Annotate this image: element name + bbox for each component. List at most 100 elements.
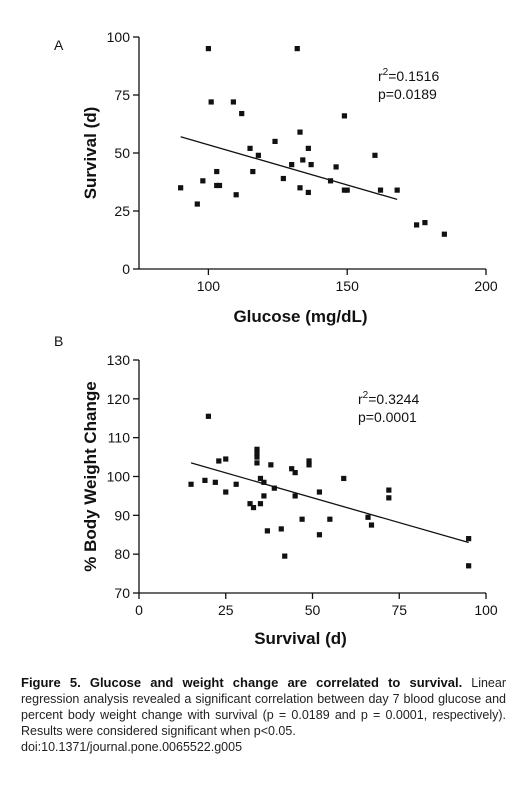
- panel-letter-b: B: [54, 333, 63, 349]
- data-point: [368, 522, 375, 528]
- r-squared-label: r2=0.3244: [358, 390, 419, 407]
- data-point: [200, 178, 206, 184]
- y-tick-label: 50: [114, 145, 130, 161]
- x-tick-label: 150: [336, 278, 360, 294]
- x-tick-label: 75: [391, 602, 407, 618]
- data-point: [264, 528, 270, 534]
- data-point: [257, 501, 264, 507]
- data-point: [365, 514, 371, 520]
- data-point: [305, 189, 311, 196]
- data-point: [233, 481, 239, 487]
- panel-a: A 0 25 50 75 100 100 150 200 Glucose (mg/dL) Survi…: [54, 29, 498, 326]
- y-tick-label: 110: [108, 430, 131, 446]
- regression-line: [180, 136, 398, 201]
- data-point: [394, 187, 400, 193]
- data-point: [441, 231, 447, 237]
- panel-letter-a: A: [54, 37, 64, 53]
- data-point: [316, 532, 323, 538]
- data-point: [268, 462, 274, 468]
- caption-doi: doi:10.1371/journal.pone.0065522.g005: [21, 740, 243, 754]
- data-point: [223, 489, 229, 495]
- data-point: [257, 475, 264, 482]
- data-point: [247, 501, 253, 507]
- data-point: [294, 46, 300, 52]
- data-point: [289, 162, 295, 168]
- data-point: [239, 110, 245, 117]
- data-point: [306, 458, 312, 464]
- data-point: [230, 99, 236, 105]
- y-tick-label: 90: [114, 507, 130, 523]
- data-point: [255, 152, 261, 158]
- data-point: [300, 157, 306, 163]
- y-tick-label: 80: [114, 546, 130, 562]
- data-point: [280, 175, 286, 182]
- data-point: [386, 495, 392, 501]
- data-point: [278, 526, 284, 532]
- x-tick-label: 25: [218, 602, 234, 618]
- data-point: [341, 475, 347, 482]
- data-point: [188, 481, 194, 487]
- panel-b: B 70 80 90 100 110 120 130 0 25 50 75 100 Survival (d…: [54, 333, 498, 648]
- data-point: [297, 185, 303, 191]
- data-point: [308, 162, 314, 168]
- data-point: [214, 182, 220, 189]
- data-point: [254, 450, 260, 456]
- data-point: [214, 168, 220, 175]
- data-point: [272, 138, 278, 144]
- data-point: [466, 536, 472, 542]
- data-point: [299, 516, 305, 522]
- x-tick-label: 50: [305, 602, 321, 618]
- data-point: [254, 446, 260, 452]
- x-axis-title: Glucose (mg/dL): [233, 307, 367, 326]
- p-value-label: p=0.0189: [378, 86, 437, 102]
- data-point: [341, 187, 348, 193]
- y-tick-label: 130: [107, 352, 131, 368]
- y-tick-label: 120: [107, 391, 131, 407]
- caption-body: Linear regression analysis revealed a si…: [21, 676, 506, 738]
- data-point: [216, 458, 222, 464]
- y-axis-title: Survival (d): [81, 107, 100, 200]
- x-tick-label: 200: [474, 278, 498, 294]
- data-point: [178, 185, 184, 191]
- data-point: [208, 99, 214, 105]
- figure-svg: A 0 25 50 75 100 100 150 200 Glucose (mg/dL) Survi…: [54, 29, 498, 648]
- data-point: [327, 178, 334, 184]
- p-value-label: p=0.0001: [358, 409, 417, 425]
- data-point: [466, 563, 472, 569]
- data-point: [306, 462, 312, 468]
- data-point: [212, 479, 218, 485]
- regression-line: [190, 462, 469, 544]
- data-point: [341, 113, 348, 119]
- data-point: [205, 46, 211, 52]
- data-point: [194, 201, 200, 207]
- x-tick-label: 0: [135, 602, 143, 618]
- data-point: [289, 466, 295, 472]
- data-point: [247, 145, 253, 151]
- data-point: [292, 493, 298, 499]
- r-squared-label: r2=0.1516: [378, 67, 439, 84]
- y-tick-label: 25: [114, 203, 130, 219]
- data-point: [305, 145, 311, 151]
- data-point: [377, 187, 384, 193]
- y-tick-label: 0: [122, 261, 130, 277]
- data-point: [386, 487, 392, 493]
- y-axis-title: % Body Weight Change: [81, 381, 100, 571]
- data-point: [254, 460, 260, 466]
- y-tick-label: 70: [114, 585, 130, 601]
- data-point: [202, 477, 208, 483]
- x-axis-title: Survival (d): [254, 629, 347, 648]
- data-point: [327, 516, 333, 522]
- data-point: [422, 220, 428, 226]
- data-point: [297, 129, 303, 135]
- data-point: [292, 470, 298, 476]
- data-point: [333, 164, 339, 170]
- y-tick-label: 100: [107, 469, 131, 485]
- data-point: [271, 485, 277, 491]
- data-point: [254, 454, 260, 460]
- data-point: [316, 489, 323, 495]
- caption-title: Figure 5. Glucose and weight change are …: [21, 675, 463, 690]
- data-point: [216, 182, 223, 189]
- y-tick-label: 100: [107, 29, 131, 45]
- data-point: [372, 152, 378, 158]
- data-point: [250, 504, 257, 511]
